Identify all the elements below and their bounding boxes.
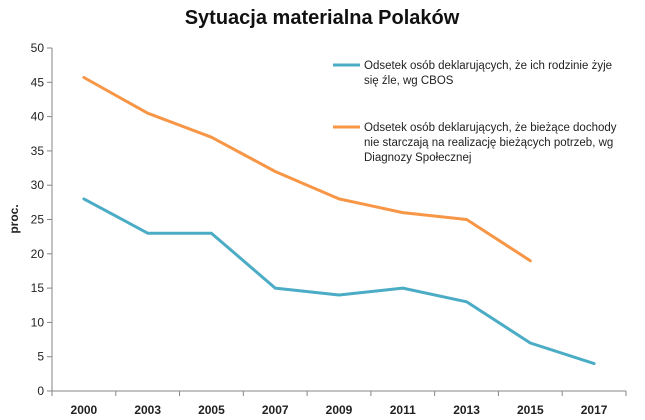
legend-label: nie starczają na realizację bieżących po…: [364, 137, 613, 149]
x-tick-label: 2017: [581, 403, 608, 417]
legend-entry-2: Odsetek osób deklarujących, że bieżące d…: [333, 122, 617, 164]
y-tick-label: 25: [31, 213, 45, 227]
x-tick-label: 2009: [326, 403, 353, 417]
y-tick-label: 20: [31, 247, 45, 261]
legend: Odsetek osób deklarujących, że ich rodzi…: [333, 60, 617, 164]
y-tick-label: 35: [31, 144, 45, 158]
series-layer: [82, 76, 596, 366]
x-tick-label: 2000: [71, 403, 98, 417]
x-tick-label: 2015: [517, 403, 544, 417]
legend-label: Odsetek osób deklarujących, że ich rodzi…: [364, 60, 612, 72]
y-tick-label: 5: [37, 350, 44, 364]
x-tick-label: 2013: [453, 403, 480, 417]
chart-title: Sytuacja materialna Polaków: [185, 7, 460, 29]
series-line-2: [82, 76, 532, 263]
y-tick-label: 10: [31, 315, 45, 329]
y-tick-label: 0: [37, 384, 44, 398]
x-tick-label: 2003: [134, 403, 161, 417]
x-tick-label: 2007: [262, 403, 289, 417]
x-tick-label: 2005: [198, 403, 225, 417]
y-tick-label: 15: [31, 281, 45, 295]
series-line-1: [82, 197, 596, 366]
x-tick-label: 2011: [390, 403, 416, 417]
y-axis-label: proc.: [7, 204, 21, 233]
y-tick-label: 30: [31, 178, 45, 192]
legend-entry-1: Odsetek osób deklarujących, że ich rodzi…: [333, 60, 612, 87]
axes: 0 5 10 15 20 25 30 35 40 45 50 2000 2003 2005 2007 2009…: [31, 41, 627, 417]
y-tick-label: 45: [31, 75, 45, 89]
legend-label: się źle, wg CBOS: [364, 75, 454, 87]
legend-label: Diagnozy Społecznej: [364, 152, 471, 164]
legend-label: Odsetek osób deklarujących, że bieżące d…: [364, 122, 617, 134]
y-tick-label: 50: [31, 41, 45, 55]
y-tick-label: 40: [31, 110, 45, 124]
